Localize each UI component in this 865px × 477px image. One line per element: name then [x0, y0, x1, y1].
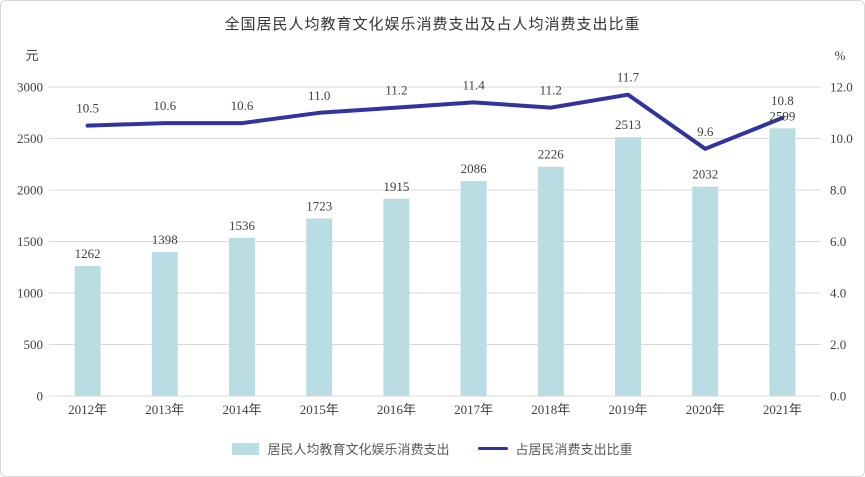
x-axis-label: 2021年	[763, 402, 802, 417]
line-value-label: 10.6	[153, 98, 176, 113]
left-axis-tick-label: 3000	[17, 80, 43, 95]
bar	[74, 266, 101, 396]
bar	[615, 137, 641, 396]
legend-item-line-series: 占居民消费支出比重	[477, 439, 633, 458]
bar-series-swatch-icon	[232, 442, 260, 455]
left-axis-tick-label: 2500	[17, 131, 43, 146]
bar	[229, 237, 255, 396]
bar-value-label: 2032	[692, 167, 718, 182]
line-value-label: 11.4	[462, 77, 485, 92]
right-axis-unit: %	[835, 48, 846, 63]
x-axis-label: 2016年	[377, 402, 416, 417]
line-value-label: 11.2	[385, 83, 407, 98]
x-axis-label: 2015年	[300, 402, 339, 417]
chart-legend: 居民人均教育文化娱乐消费支出 占居民消费支出比重	[1, 439, 864, 458]
bar-value-label: 1262	[75, 246, 101, 261]
bar	[460, 181, 487, 396]
bar-value-label: 2513	[615, 117, 641, 132]
x-axis-label: 2012年	[68, 402, 107, 417]
legend-item-bar-series: 居民人均教育文化娱乐消费支出	[232, 439, 450, 458]
bar-value-label: 2086	[461, 161, 488, 176]
line-value-label: 10.8	[771, 93, 794, 108]
line-value-label: 9.6	[697, 124, 714, 139]
bar-value-label: 1915	[383, 179, 409, 194]
bar-value-label: 1536	[229, 218, 256, 233]
line-value-label: 10.5	[76, 101, 99, 116]
x-axis-label: 2017年	[454, 402, 493, 417]
line-value-label: 11.2	[540, 83, 562, 98]
left-axis-unit: 元	[25, 48, 38, 63]
right-axis-tick-label: 12.0	[830, 80, 853, 95]
x-axis-label: 2020年	[686, 402, 725, 417]
legend-label-line-series: 占居民消费支出比重	[515, 442, 633, 457]
x-axis-label: 2018年	[531, 402, 570, 417]
right-axis-tick-label: 8.0	[830, 183, 846, 198]
bar	[383, 198, 410, 396]
right-axis-tick-label: 2.0	[830, 337, 846, 352]
left-axis-tick-label: 1000	[17, 286, 43, 301]
left-axis-tick-label: 1500	[17, 234, 43, 249]
right-axis-tick-label: 10.0	[830, 131, 853, 146]
line-series-path	[85, 92, 785, 151]
line-value-label: 11.7	[617, 70, 640, 85]
legend-label-bar-series: 居民人均教育文化娱乐消费支出	[267, 442, 450, 457]
chart-title: 全国居民人均教育文化娱乐消费支出及占人均消费支出比重	[224, 17, 641, 33]
bar	[537, 166, 564, 396]
value-label-layer: 1262 1398 1536 1723 1915 2086 2226 2513 2032 2599…	[75, 70, 796, 261]
line-value-label: 11.0	[308, 88, 330, 103]
bar	[306, 218, 333, 396]
bar-series-layer	[74, 128, 796, 396]
line-series-layer	[85, 92, 785, 151]
line-series-swatch-icon	[477, 447, 508, 450]
axis-label-layer: 0 500 1000 1500 2000 2500 3000 0.0 2.0 4.0 6.0 8.0 1…	[17, 80, 853, 418]
x-axis-label: 2013年	[145, 402, 184, 417]
line-value-label: 10.6	[231, 98, 254, 113]
left-axis-tick-label: 0	[37, 389, 44, 404]
bar	[151, 252, 178, 396]
x-axis-label: 2014年	[222, 402, 261, 417]
right-axis-tick-label: 4.0	[830, 286, 846, 301]
bar	[769, 128, 796, 396]
bar-value-label: 2226	[538, 147, 565, 162]
left-axis-tick-label: 2000	[17, 183, 43, 198]
bar-value-label: 1723	[306, 199, 332, 214]
x-axis-label: 2019年	[608, 402, 647, 417]
bar-value-label: 1398	[152, 232, 178, 247]
bar-value-label: 2599	[769, 108, 795, 123]
bar	[692, 186, 719, 396]
right-axis-tick-label: 6.0	[830, 234, 846, 249]
right-axis-tick-label: 0.0	[830, 389, 846, 404]
left-axis-tick-label: 500	[24, 337, 44, 352]
